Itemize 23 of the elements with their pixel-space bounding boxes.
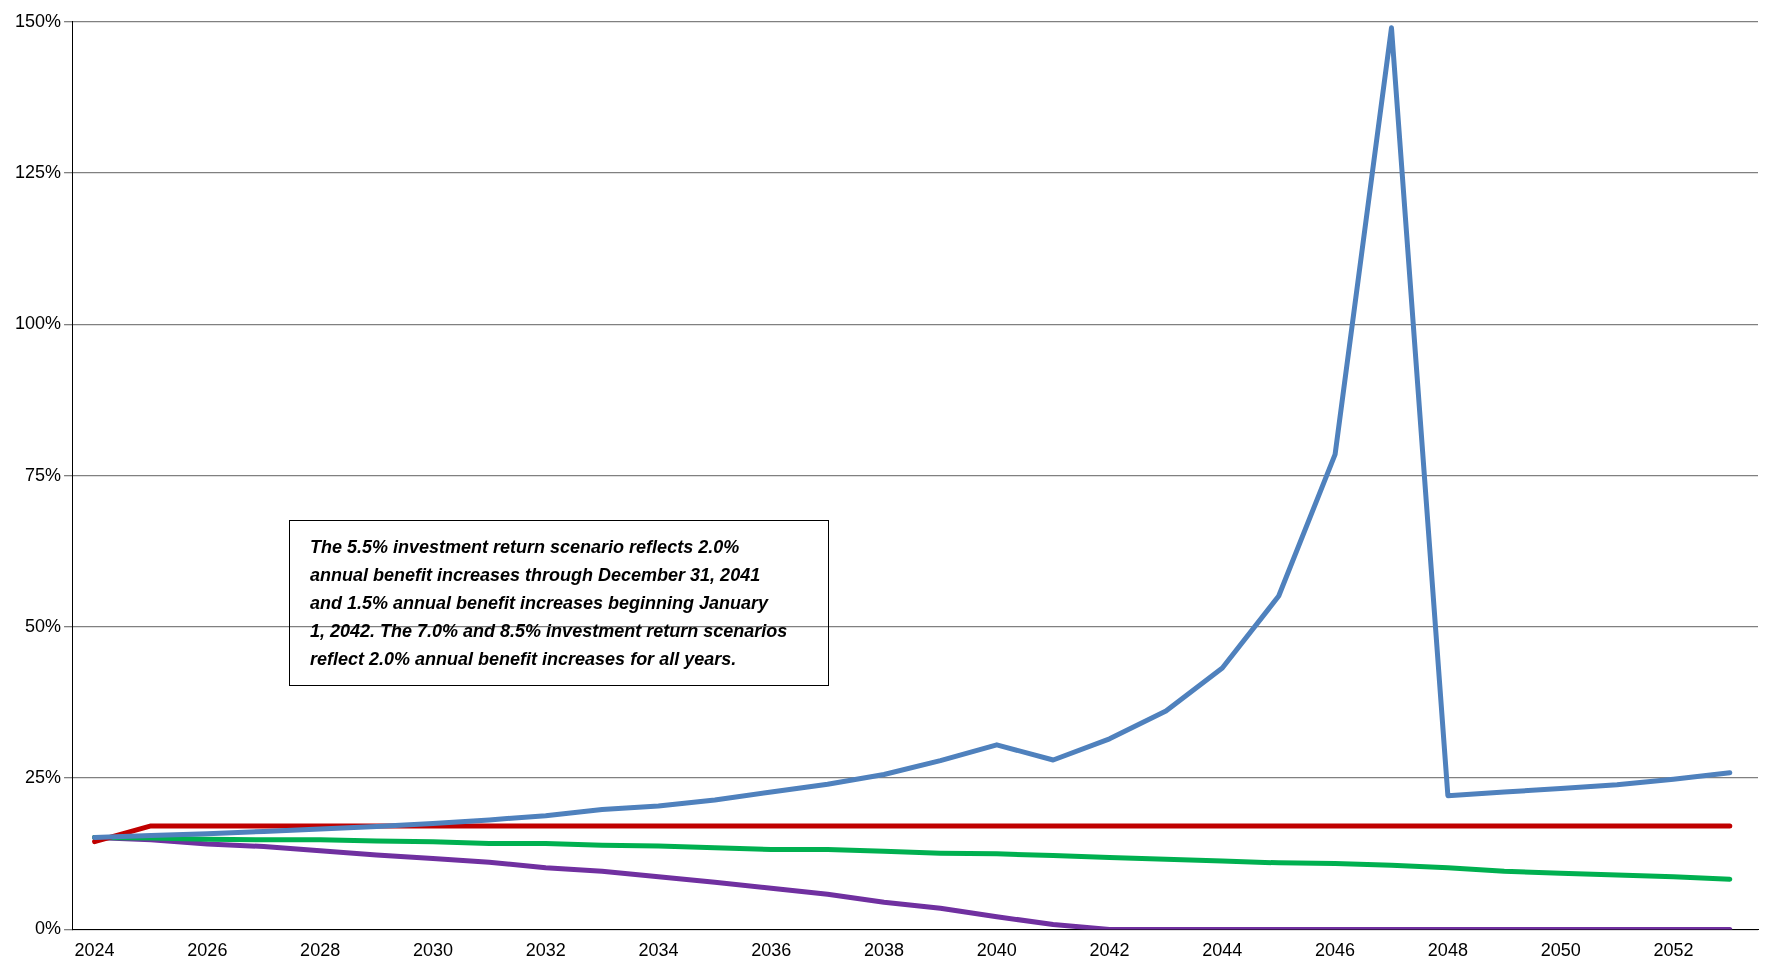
note-box: The 5.5% investment return scenario reflects 2.0% annual benefit increases through December 31, 2041 and 1.5% annual benefit increases beginning January 1, 2042. The 7.0% and 8.5% investment return scenarios reflect 2.0% annual benefit increases for all years. — [289, 520, 829, 686]
x-tick-label: 2046 — [1315, 940, 1356, 961]
x-tick-label: 2028 — [300, 940, 341, 961]
y-tick-label: 125% — [14, 162, 62, 183]
x-tick-label: 2052 — [1653, 940, 1694, 961]
x-tick-label: 2034 — [638, 940, 679, 961]
x-tick-label: 2030 — [412, 940, 453, 961]
x-tick-label: 2044 — [1202, 940, 1243, 961]
y-tick-label: 0% — [35, 918, 62, 939]
x-tick-label: 2038 — [863, 940, 905, 961]
x-tick-label: 2040 — [976, 940, 1017, 961]
x-tick-label: 2032 — [525, 940, 566, 961]
y-tick-label: 25% — [25, 767, 62, 788]
y-tick-label: 100% — [14, 313, 62, 334]
x-tick-label: 2036 — [751, 940, 792, 961]
y-tick-label: 50% — [25, 615, 62, 636]
x-tick-label: 2042 — [1089, 940, 1130, 961]
y-tick-label: 150% — [14, 10, 62, 31]
x-tick-label: 2026 — [187, 940, 228, 961]
x-tick-label: 2050 — [1540, 940, 1581, 961]
x-tick-label: 2024 — [74, 940, 115, 961]
y-tick-label: 75% — [25, 464, 62, 485]
x-tick-label: 2048 — [1427, 940, 1468, 961]
